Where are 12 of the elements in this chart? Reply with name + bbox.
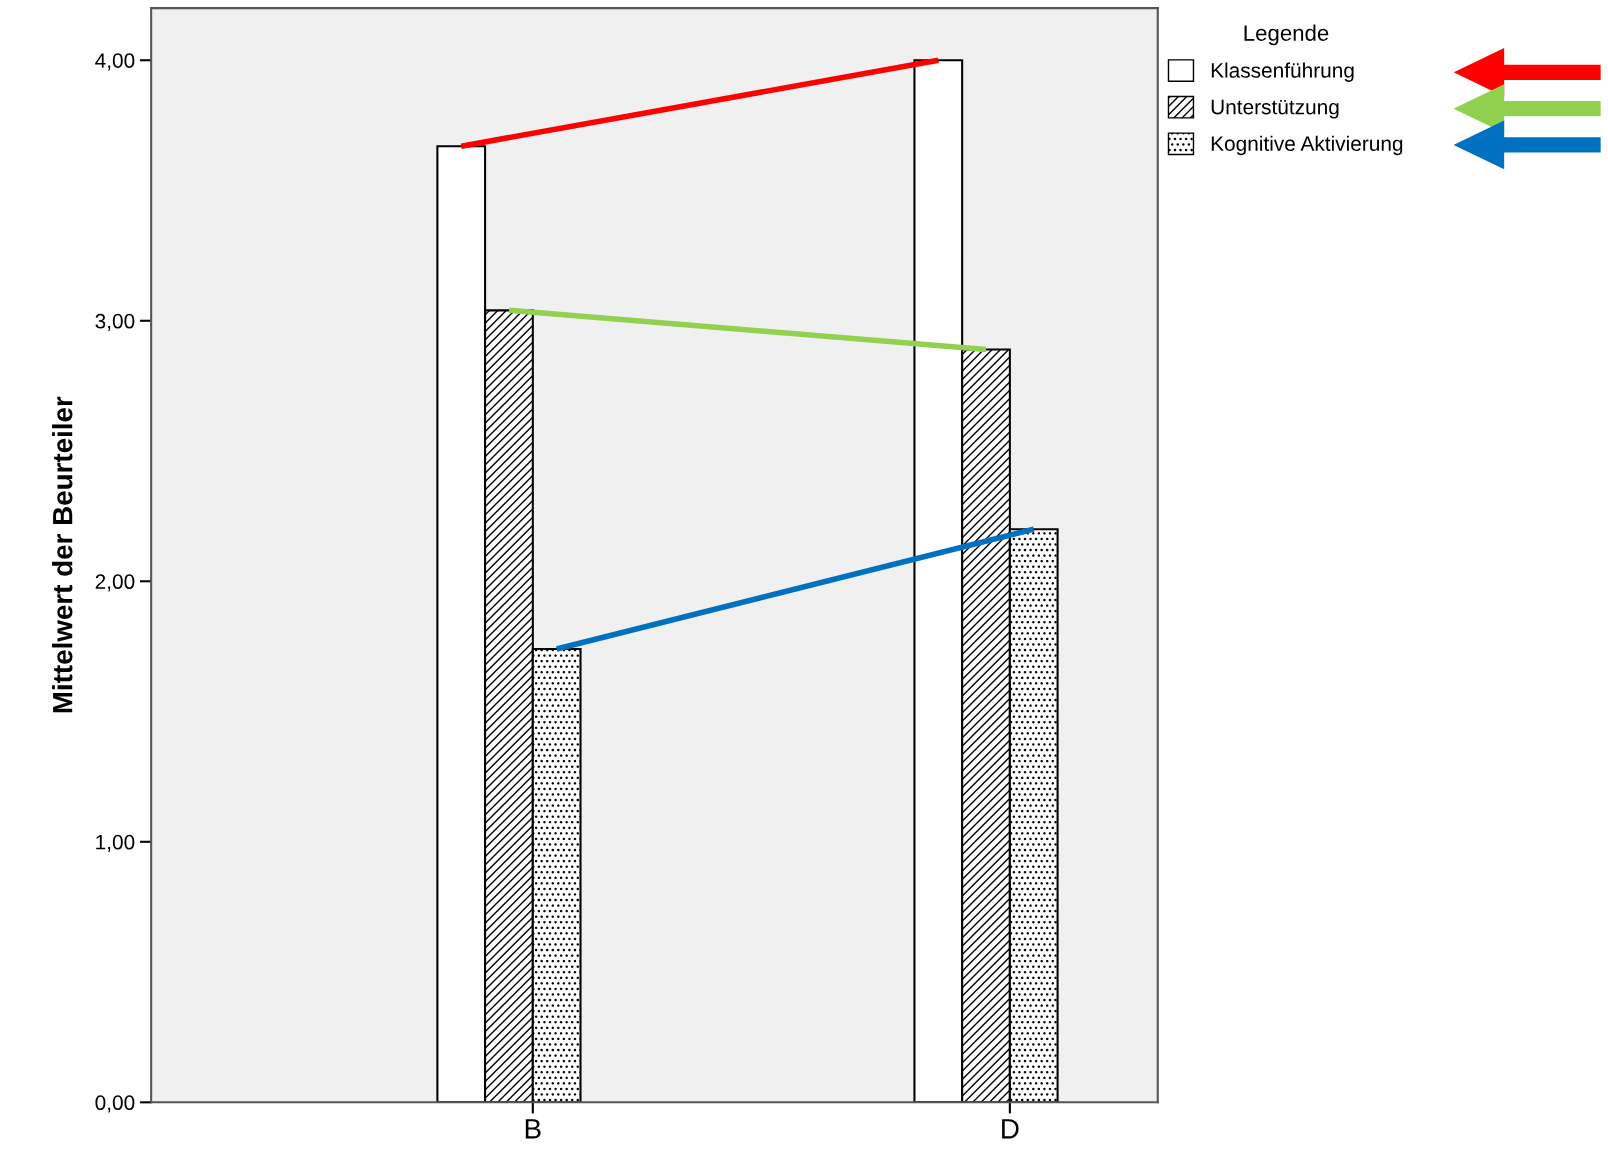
y-axis-title: Mittelwert der Beurteiler [52,396,73,713]
legend-title: Legende [1244,24,1329,46]
x-tick-label: D [1002,1119,1019,1139]
y-tick-label: 2,00 [95,574,135,592]
y-tick-label: 4,00 [95,53,135,71]
y-tick-label: 0,00 [95,1095,135,1113]
x-tick-label: B [525,1119,541,1139]
legend-label: Unterstützung [1211,99,1339,119]
y-tick-label: 3,00 [95,313,135,331]
legend-label: Klassenführung [1211,62,1354,82]
legend-label: Kognitive Aktivierung [1211,135,1403,156]
y-tick-label: 1,00 [96,834,135,853]
